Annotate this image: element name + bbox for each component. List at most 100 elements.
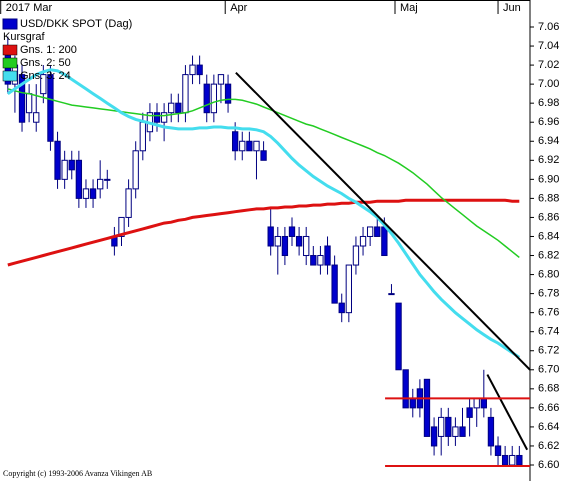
y-tick-label: 7.04 (538, 40, 559, 52)
candle-body (303, 235, 310, 257)
candle-body (324, 245, 331, 266)
legend-label: Gns. 3: 24 (20, 70, 71, 82)
candle-body (423, 378, 431, 437)
candle-body (338, 302, 345, 314)
candle-body (132, 150, 139, 190)
candle-body (18, 74, 26, 123)
candle-body (175, 102, 182, 114)
trend-line (235, 72, 530, 371)
candle-body (68, 159, 75, 171)
legend-swatch (2, 44, 18, 56)
candle-body (4, 55, 11, 85)
plot-area (4, 36, 530, 467)
candle-body (487, 416, 495, 447)
candle-body (104, 178, 111, 181)
legend-swatch (2, 70, 18, 82)
candle-body (388, 293, 395, 296)
y-tick-label: 6.72 (538, 345, 559, 357)
candle-body (239, 140, 246, 152)
candle-body (231, 131, 239, 152)
legend-label: Gns. 1: 200 (20, 44, 77, 56)
candle-body (345, 264, 352, 314)
candle-body (210, 83, 218, 114)
y-tick-label: 6.60 (538, 459, 559, 471)
y-tick-label: 6.92 (538, 154, 559, 166)
candle-body (217, 74, 225, 85)
candle-body (267, 226, 274, 247)
candle-body (359, 235, 367, 247)
candle-body (438, 416, 445, 437)
x-tick-label: 2017 Mar (6, 2, 53, 14)
candle-body (203, 83, 210, 114)
y-tick-label: 6.68 (538, 383, 559, 395)
y-tick-label: 6.86 (538, 211, 559, 223)
y-tick-label: 7.02 (538, 59, 559, 71)
candle-body (153, 112, 161, 123)
candle-body (494, 445, 502, 456)
y-tick-label: 6.90 (538, 173, 559, 185)
candle-body (47, 74, 54, 142)
candle-body (61, 159, 68, 180)
y-tick-label: 6.74 (538, 326, 559, 338)
candle-body (430, 426, 438, 447)
moving-average (7, 198, 520, 267)
candle-body (139, 121, 146, 152)
x-tick-label: Jun (503, 2, 521, 14)
candle-body (501, 454, 509, 466)
legend-swatch (2, 57, 18, 69)
candle-body (409, 397, 416, 409)
candle-body (168, 102, 175, 114)
candle-body (40, 74, 47, 95)
candle-body (374, 226, 381, 237)
candle-body (331, 264, 338, 304)
candle-body (452, 426, 459, 437)
y-tick-label: 6.62 (538, 440, 559, 452)
candle-body (480, 397, 487, 409)
candle-body (509, 454, 516, 466)
candle-body (516, 454, 523, 466)
y-tick-label: 7.06 (538, 21, 559, 33)
candle-body (295, 235, 303, 247)
candle-body (381, 226, 388, 257)
y-tick-label: 6.94 (538, 135, 559, 147)
candle-body (196, 64, 203, 76)
candle-body (310, 255, 317, 266)
candle-body (82, 188, 90, 199)
y-tick-label: 6.78 (538, 288, 559, 300)
candle-body (25, 93, 33, 114)
moving-average (6, 68, 521, 359)
candle-body (395, 302, 402, 371)
legend-label: Gns. 2: 50 (20, 57, 71, 69)
candle-body (246, 140, 253, 152)
legend-label: USD/DKK SPOT (Dag) (20, 18, 132, 30)
candle-body (281, 235, 289, 257)
legend-swatch (2, 18, 18, 30)
x-tick-label: Apr (230, 2, 247, 14)
moving-average (7, 88, 520, 258)
candle-body (182, 74, 189, 114)
candle-body (253, 140, 260, 152)
candle-body (288, 226, 296, 237)
axes: 7.06 7.04 7.02 7.00 6.98 6.96 6.94 6.92 6.90 6.88… (0, 0, 559, 471)
trend-line (486, 374, 529, 451)
y-tick-label: 6.64 (538, 421, 559, 433)
candle-body (189, 64, 196, 76)
candle-body (466, 407, 473, 418)
y-tick-label: 6.70 (538, 364, 559, 376)
candle-body (473, 397, 480, 409)
y-tick-label: 6.84 (538, 230, 559, 242)
candle-body (274, 235, 281, 247)
candle-body (89, 188, 97, 199)
candle-body (317, 255, 324, 266)
candle-body (224, 83, 232, 104)
candle-body (459, 426, 466, 437)
candle-body (260, 150, 267, 161)
candle-body (75, 159, 83, 199)
candle-body (160, 112, 168, 123)
y-tick-label: 6.88 (538, 192, 559, 204)
candle-body (54, 140, 61, 180)
candle-body (445, 416, 452, 437)
